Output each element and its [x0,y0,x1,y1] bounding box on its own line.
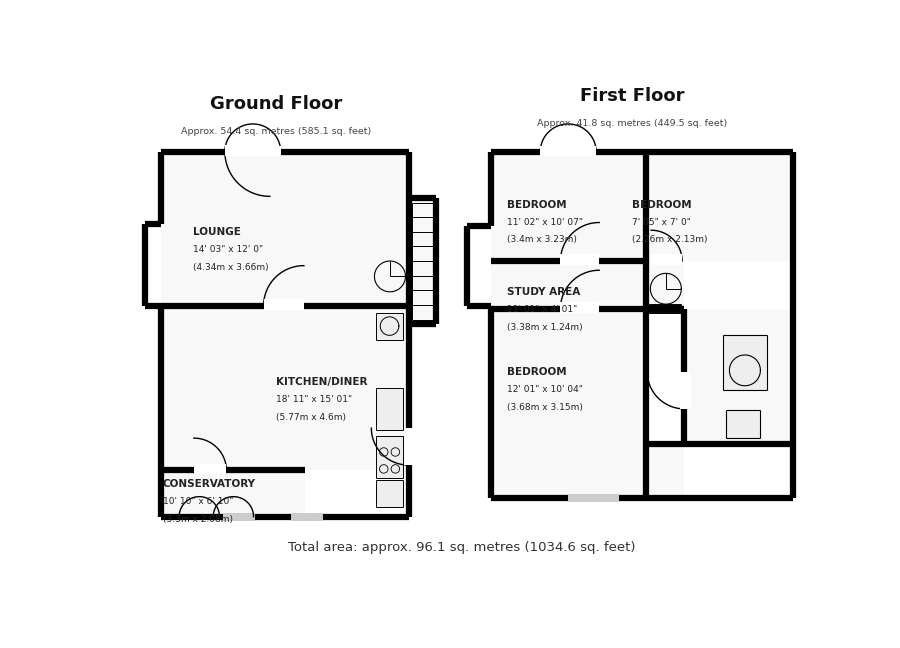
Text: Total area: approx. 96.1 sq. metres (1034.6 sq. feet): Total area: approx. 96.1 sq. metres (103… [287,540,635,553]
Text: 12' 01" x 10' 04": 12' 01" x 10' 04" [507,385,582,394]
Bar [160,470,305,516]
Bar [651,254,682,265]
Text: 14' 03" x 12' 0": 14' 03" x 12' 0" [193,245,263,254]
Text: (2.26m x 2.13m): (2.26m x 2.13m) [632,235,707,244]
Bar [160,306,409,470]
Text: (5.77m x 4.6m): (5.77m x 4.6m) [276,413,346,422]
Text: BEDROOM: BEDROOM [507,200,566,210]
Text: (3.38m x 1.24m): (3.38m x 1.24m) [507,323,582,332]
Bar [376,388,403,430]
Bar [645,261,685,308]
Text: First Floor: First Floor [580,87,684,105]
Text: (4.34m x 3.66m): (4.34m x 3.66m) [193,263,268,272]
Text: 11' 01" x 4' 01": 11' 01" x 4' 01" [507,305,577,314]
Bar [160,152,409,306]
Bar [491,308,645,498]
Text: STUDY AREA: STUDY AREA [507,287,580,297]
Text: (3.4m x 3.23m): (3.4m x 3.23m) [507,235,577,244]
Bar [376,436,403,478]
Bar [540,146,596,156]
Text: (3.3m x 2.08m): (3.3m x 2.08m) [163,515,233,524]
Text: (3.68m x 3.15m): (3.68m x 3.15m) [507,402,582,411]
Bar [726,410,760,438]
Text: LOUNGE: LOUNGE [193,227,240,237]
Bar [724,335,767,390]
Bar [225,146,281,156]
Text: Approx. 41.8 sq. metres (449.5 sq. feet): Approx. 41.8 sq. metres (449.5 sq. feet) [537,119,727,128]
Text: BEDROOM: BEDROOM [507,367,566,377]
Bar [680,372,690,409]
Text: KITCHEN/DINER: KITCHEN/DINER [276,377,368,387]
Text: CONSERVATORY: CONSERVATORY [163,480,256,489]
Bar [685,308,793,445]
Bar [561,302,599,312]
Text: 10' 10" x 6' 10": 10' 10" x 6' 10" [163,497,233,506]
Bar [404,428,415,465]
Bar [225,145,270,156]
Text: Ground Floor: Ground Floor [211,95,343,113]
Bar [376,480,403,507]
Text: 18' 11" x 15' 01": 18' 11" x 15' 01" [276,395,353,404]
Text: 7' 05" x 7' 0": 7' 05" x 7' 0" [632,218,691,227]
Bar [264,299,304,310]
Text: BEDROOM: BEDROOM [632,200,692,210]
Bar [568,494,618,502]
Bar [491,261,645,308]
Bar [491,152,793,261]
Bar [222,513,255,520]
Text: 11' 02" x 10' 07": 11' 02" x 10' 07" [507,218,582,227]
Text: Approx. 54.4 sq. metres (585.1 sq. feet): Approx. 54.4 sq. metres (585.1 sq. feet) [181,126,372,135]
Bar [291,513,323,520]
Bar [194,463,227,474]
Bar [376,312,403,340]
Bar [561,254,599,265]
Bar [409,198,436,324]
Bar [645,445,685,498]
